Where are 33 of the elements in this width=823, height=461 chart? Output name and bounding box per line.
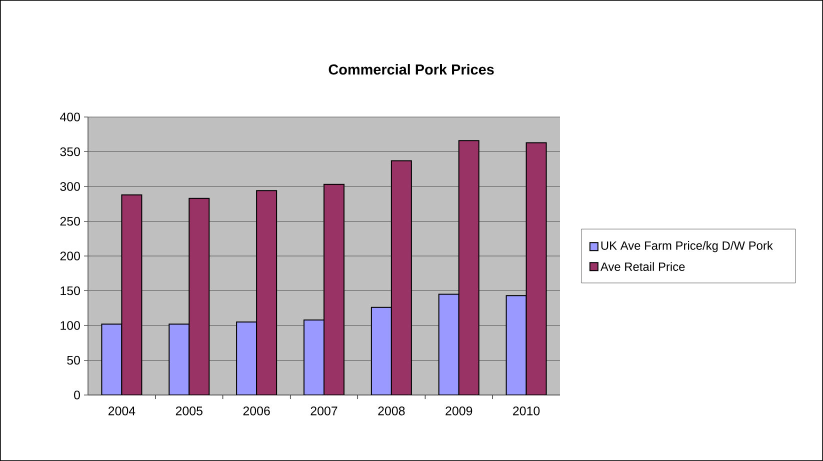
x-tick-label: 2008	[378, 406, 405, 416]
y-tick-label: 350	[60, 147, 80, 156]
x-tick-label: 2004	[108, 406, 136, 416]
bar	[506, 295, 527, 395]
bar	[101, 324, 122, 395]
bar	[188, 198, 210, 395]
bar	[324, 184, 344, 395]
bar	[256, 190, 278, 395]
legend-label: UK Ave Farm Price/kg D/W Pork	[601, 241, 773, 252]
bar	[168, 324, 190, 395]
bar	[121, 194, 142, 395]
bar	[526, 142, 547, 395]
bar	[458, 140, 480, 395]
bar	[390, 160, 412, 395]
x-tick-label: 2006	[243, 406, 270, 416]
y-tick-label: 200	[60, 252, 80, 260]
x-tick-label: 2007	[310, 406, 338, 416]
x-tick-label: 2010	[513, 406, 540, 416]
y-tick-label: 0	[74, 390, 80, 400]
bar	[304, 319, 324, 395]
legend-label: Ave Retail Price	[600, 262, 685, 271]
y-tick-label: 250	[60, 216, 80, 226]
bar	[236, 322, 258, 395]
y-tick-label: 50	[67, 356, 80, 365]
x-tick-label: 2009	[446, 406, 472, 416]
y-tick-label: 100	[60, 321, 80, 330]
bar	[438, 294, 460, 395]
x-tick-label: 2005	[176, 406, 202, 416]
y-tick-label: 400	[60, 112, 80, 122]
y-tick-label: 150	[60, 286, 80, 296]
y-tick-label: 300	[60, 182, 80, 191]
chart-title: Commercial Pork Prices	[328, 64, 494, 75]
bar	[370, 306, 392, 395]
